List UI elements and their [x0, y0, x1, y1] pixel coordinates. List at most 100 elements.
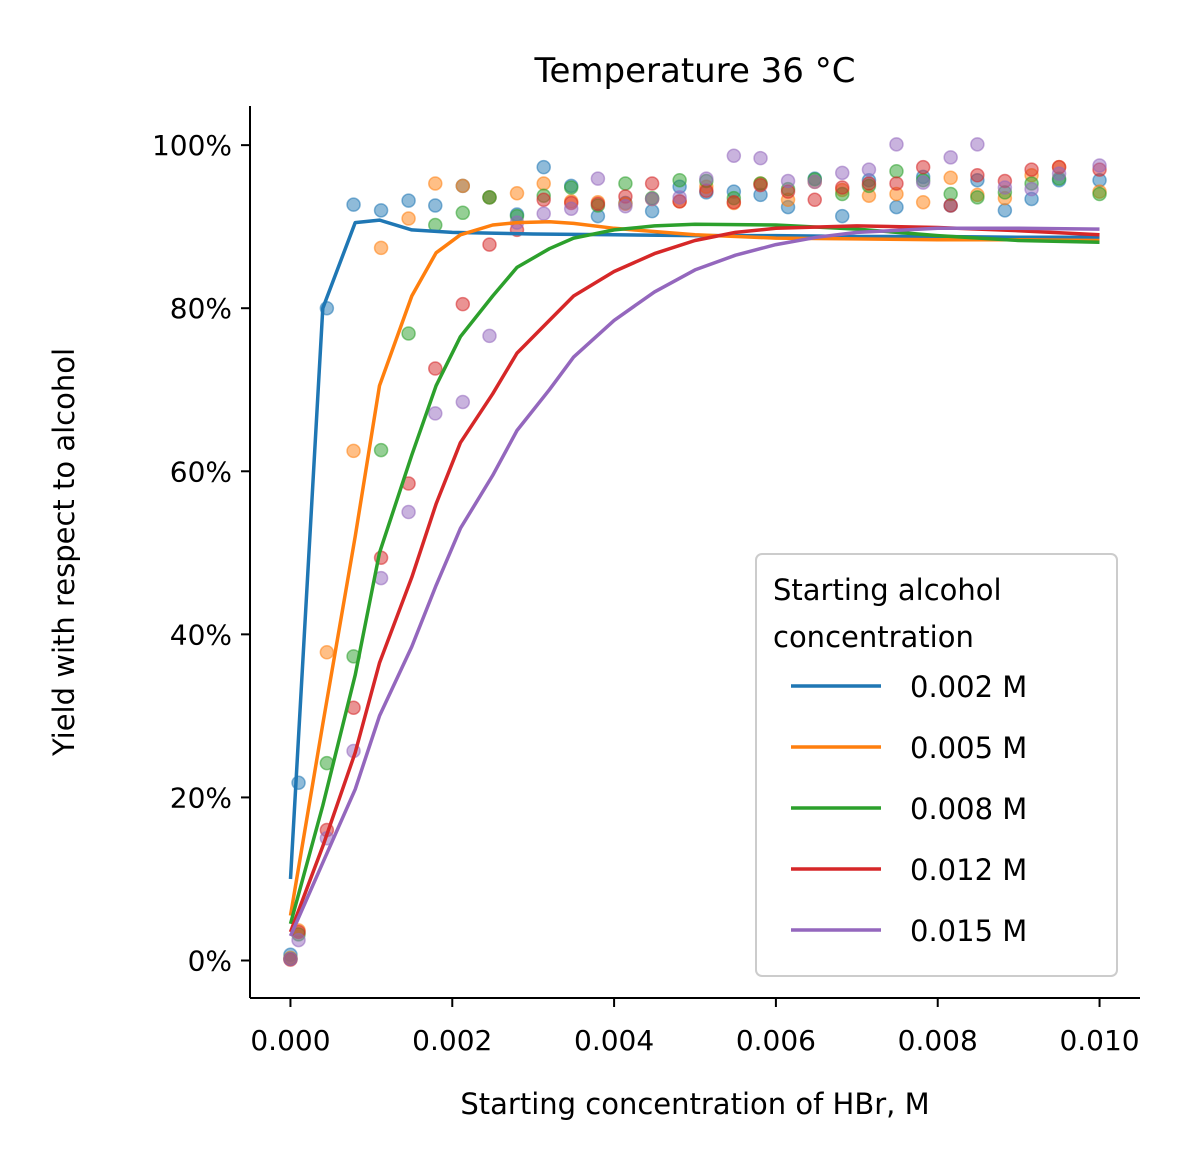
data-point [861, 176, 877, 191]
data-point [401, 504, 416, 520]
data-point [319, 645, 335, 660]
legend-entry-label: 0.012 M [910, 853, 1027, 887]
data-point [753, 177, 768, 193]
data-point [726, 194, 742, 210]
data-point [428, 198, 443, 213]
legend-entries: 0.002 M 0.005 M 0.008 M 0.012 M 0.015 M [791, 670, 1027, 948]
data-point [563, 201, 579, 216]
data-point [291, 932, 306, 948]
legend-entry-label: 0.005 M [910, 731, 1027, 765]
data-point [373, 240, 389, 256]
data-point [943, 198, 958, 213]
legend-frame [755, 553, 1118, 977]
data-point [807, 192, 822, 208]
data-point [373, 442, 389, 458]
data-point [1024, 162, 1039, 177]
legend-entry-label: 0.015 M [910, 914, 1027, 948]
data-point [346, 197, 361, 212]
data-point [970, 168, 985, 183]
x-ticks: 0.000 0.002 0.004 0.006 0.008 0.010 [250, 998, 1140, 1057]
x-tick-label: 0.008 [898, 1024, 978, 1057]
chart-title: Temperature 36 °C [534, 51, 856, 91]
x-tick-label: 0.002 [412, 1024, 492, 1057]
data-point [753, 150, 768, 166]
data-point [835, 208, 850, 224]
data-point [1092, 158, 1107, 173]
data-point [889, 199, 904, 215]
data-point [1092, 186, 1107, 202]
data-point [401, 211, 416, 226]
series-3-line [288, 224, 1100, 933]
data-point [699, 183, 714, 199]
y-tick-label: 40% [170, 618, 232, 651]
data-point [428, 406, 443, 421]
data-point [618, 199, 633, 214]
legend-entry-label: 0.008 M [910, 792, 1027, 826]
series-0-line [288, 218, 1100, 880]
data-point [672, 190, 687, 205]
data-point [482, 190, 497, 205]
data-point [346, 443, 361, 459]
y-tick-label: 60% [170, 455, 232, 488]
data-point [997, 203, 1013, 218]
data-point [536, 206, 551, 221]
x-tick-label: 0.010 [1059, 1024, 1139, 1057]
y-tick-label: 100% [152, 129, 232, 162]
data-point [536, 159, 551, 175]
data-point [563, 180, 579, 195]
data-point [428, 361, 443, 376]
y-tick-label: 0% [188, 944, 232, 977]
x-axis-label: Starting concentration of HBr, M [460, 1087, 929, 1121]
data-point [536, 176, 551, 191]
y-tick-label: 20% [170, 781, 232, 814]
x-tick-label: 0.006 [736, 1024, 816, 1057]
data-point [943, 170, 958, 186]
data-point [644, 203, 660, 219]
data-point [509, 185, 525, 201]
data-point [618, 176, 633, 191]
series-4-line [288, 226, 1100, 937]
data-point [590, 171, 606, 186]
data-point [428, 176, 443, 191]
x-tick-label: 0.004 [574, 1024, 654, 1057]
data-point [699, 171, 714, 186]
data-point [861, 162, 877, 177]
data-point [997, 180, 1013, 195]
data-point [915, 175, 931, 190]
data-point [726, 148, 742, 163]
data-point [889, 176, 904, 191]
data-point [835, 165, 850, 181]
data-point [807, 174, 822, 190]
data-point [455, 205, 471, 221]
data-point [780, 173, 796, 189]
data-point [915, 194, 931, 210]
y-ticks: 0% 20% 40% 60% 80% 100% [152, 129, 250, 977]
data-point [283, 951, 298, 967]
x-tick-label: 0.000 [250, 1024, 330, 1057]
data-point [1024, 181, 1039, 197]
data-point [889, 163, 904, 179]
data-point [970, 137, 985, 152]
data-point [889, 137, 904, 152]
data-point [915, 159, 931, 175]
data-point [455, 178, 471, 194]
data-point [536, 192, 551, 208]
legend-title-line-2: concentration [773, 620, 974, 654]
series-2-line [288, 222, 1100, 925]
data-point [401, 326, 416, 341]
y-tick-label: 80% [170, 292, 232, 325]
axes [249, 106, 1140, 999]
data-point [644, 176, 660, 191]
data-point [482, 328, 497, 344]
data-point [455, 296, 471, 312]
series-1-line [288, 220, 1100, 916]
y-axis-label: Yield with respect to alcohol [47, 348, 81, 757]
series-layer [283, 137, 1107, 967]
data-point [644, 191, 660, 207]
data-point [373, 203, 389, 218]
data-point [970, 190, 985, 205]
data-point [455, 394, 471, 410]
data-point [943, 150, 958, 165]
data-point [835, 180, 850, 195]
